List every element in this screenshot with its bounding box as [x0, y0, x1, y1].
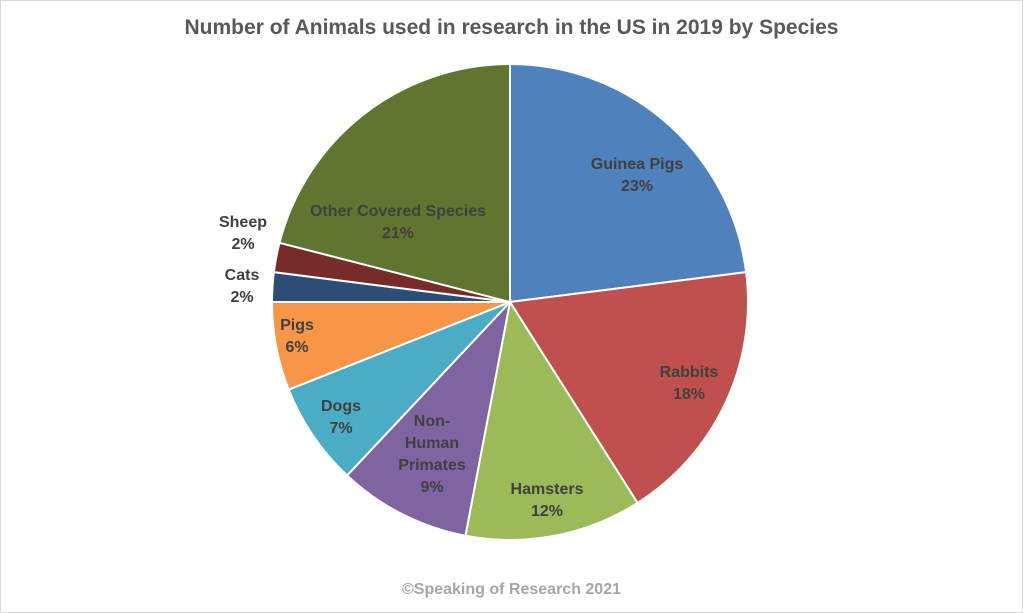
pie-slice-hamsters [464, 299, 639, 541]
data-label-cats: Cats 2% [225, 267, 260, 306]
data-label-dogs: Dogs 7% [321, 398, 361, 437]
pie-slice-rabbits [508, 271, 749, 505]
data-label-non-human-primates: Non-Human Primates 9% [398, 413, 466, 496]
copyright-footer: ©Speaking of Research 2021 [402, 581, 621, 598]
chart-title: Number of Animals used in research in th… [184, 16, 839, 39]
data-label-rabbits: Rabbits 18% [660, 364, 719, 403]
data-label-pigs: Pigs 6% [280, 317, 314, 356]
pie-slice-guinea-pigs [509, 62, 748, 304]
data-label-hamsters: Hamsters 12% [511, 481, 584, 520]
pie-slice-dogs [287, 301, 511, 477]
data-label-other-covered-species: Other Covered Species 21% [310, 203, 486, 242]
data-label-sheep: Sheep 2% [219, 214, 267, 253]
data-label-guinea-pigs: Guinea Pigs 23% [591, 156, 684, 195]
pie-slice-non-human-primates [345, 298, 512, 537]
pie-slice-other-covered-species [278, 62, 511, 304]
